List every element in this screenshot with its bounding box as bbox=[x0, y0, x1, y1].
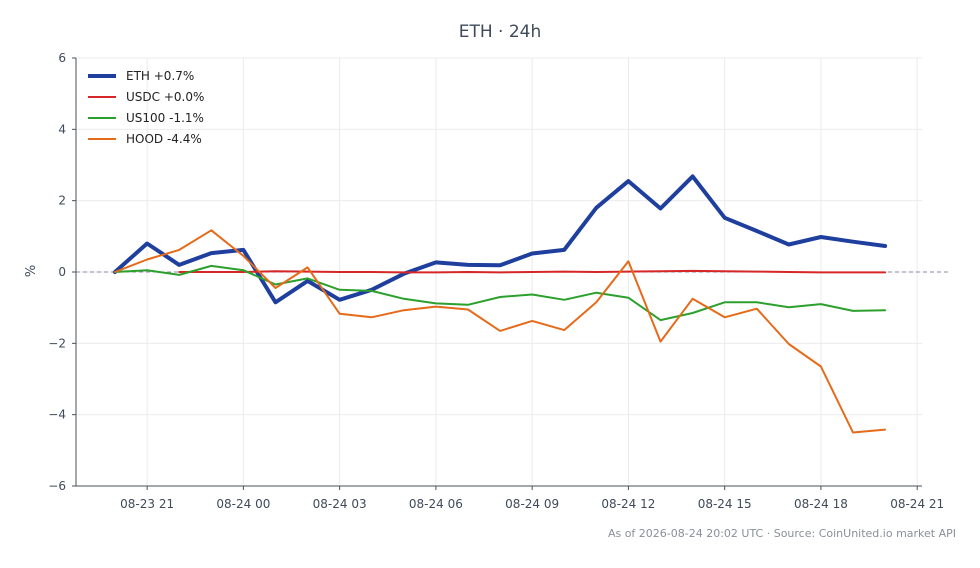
y-axis-label: % bbox=[24, 265, 39, 277]
legend-label-hood: HOOD -4.4% bbox=[126, 132, 202, 146]
source-footnote: As of 2026-08-24 20:02 UTC · Source: Coi… bbox=[608, 527, 956, 540]
y-tick-label: 6 bbox=[58, 51, 66, 65]
x-tick-label: 08-24 06 bbox=[409, 497, 463, 511]
x-tick-label: 08-24 03 bbox=[313, 497, 367, 511]
legend-label-us100: US100 -1.1% bbox=[126, 111, 204, 125]
x-tick-label: 08-24 15 bbox=[698, 497, 752, 511]
series-line-usdc bbox=[178, 269, 887, 274]
x-tick-label: 08-24 09 bbox=[505, 497, 559, 511]
x-tick-label: 08-24 18 bbox=[794, 497, 848, 511]
x-tick-label: 08-24 12 bbox=[601, 497, 655, 511]
legend-label-eth: ETH +0.7% bbox=[126, 69, 194, 83]
y-tick-label: 0 bbox=[58, 265, 66, 279]
y-tick-label: −4 bbox=[48, 408, 66, 422]
x-tick-label: 08-24 00 bbox=[216, 497, 270, 511]
y-tick-label: 4 bbox=[58, 122, 66, 136]
series-line-eth bbox=[113, 174, 888, 305]
axes: 6 4 2 0 −2 −4 −6 08-23 21 08-24 00 08-24 03 08-24 … bbox=[48, 51, 944, 511]
chart-title: ETH · 24h bbox=[459, 22, 542, 42]
y-tick-label: −6 bbox=[48, 479, 66, 493]
legend: ETH +0.7% USDC +0.0% US100 -1.1% HOOD -4.4% bbox=[88, 69, 204, 146]
series-line-us100 bbox=[114, 264, 887, 322]
x-tick-label: 08-24 21 bbox=[890, 497, 944, 511]
y-tick-label: 2 bbox=[58, 194, 66, 208]
series-lines bbox=[113, 174, 888, 434]
x-tick-label: 08-23 21 bbox=[120, 497, 174, 511]
y-tick-label: −2 bbox=[48, 336, 66, 350]
series-line-hood bbox=[114, 229, 887, 434]
legend-label-usdc: USDC +0.0% bbox=[126, 90, 204, 104]
